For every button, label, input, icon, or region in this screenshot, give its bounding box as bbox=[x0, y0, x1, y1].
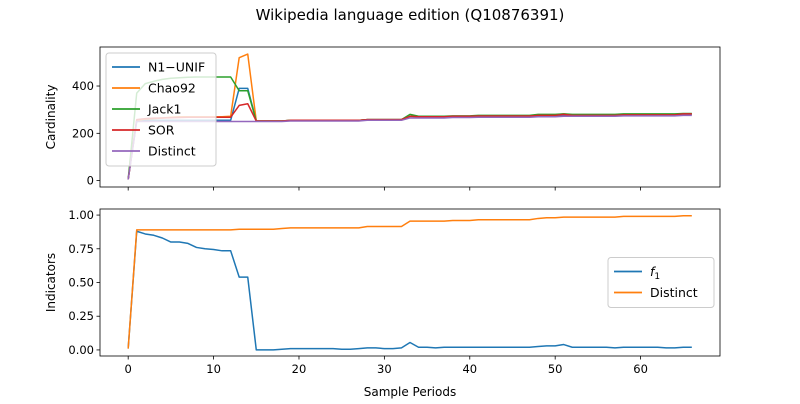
legend-label-0-1: Chao92 bbox=[148, 81, 196, 96]
x-tick-label-20: 20 bbox=[292, 362, 307, 376]
y-axis-label-1: Indicators bbox=[44, 253, 58, 312]
series-line-0-4 bbox=[127, 114, 692, 180]
cardinality-panel: 0 200 400 Cardinality N1−UNIF Chao92 Jack1 SOR D… bbox=[44, 46, 721, 191]
legend-label-0-4: Distinct bbox=[148, 144, 196, 159]
x-tick-label-60: 60 bbox=[633, 362, 648, 376]
figure-title: Wikipedia language edition (Q10876391) bbox=[256, 6, 565, 24]
legend-label-1-0: f1 bbox=[650, 264, 660, 282]
legend-1: f1 Distinct bbox=[607, 257, 715, 308]
series-line-0-2 bbox=[127, 76, 692, 180]
x-tick-label-40: 40 bbox=[462, 362, 477, 376]
y-tick-label-0-1: 200 bbox=[72, 126, 94, 140]
y-tick-label-1-4: 1.00 bbox=[68, 208, 94, 222]
y-tick-label-1-1: 0.25 bbox=[68, 309, 94, 323]
series-line-1-0 bbox=[127, 230, 692, 351]
series-line-1-1 bbox=[127, 214, 692, 349]
y-axis-label-0: Cardinality bbox=[44, 85, 58, 150]
indicators-panel: 0 10 20 30 40 50 60 0.00 0.25 0.50 0.75 1.00 Indicat… bbox=[44, 208, 721, 376]
legend-label-1-1: Distinct bbox=[650, 285, 698, 300]
legend-box-1 bbox=[607, 257, 715, 308]
legend-0: N1−UNIF Chao92 Jack1 SOR Distinct bbox=[105, 52, 217, 167]
x-tick-label-30: 30 bbox=[377, 362, 392, 376]
y-tick-label-1-0: 0.00 bbox=[68, 343, 94, 357]
x-tick-label-10: 10 bbox=[206, 362, 221, 376]
x-axis-label: Sample Periods bbox=[364, 385, 456, 399]
y-tick-label-0-2: 400 bbox=[72, 79, 94, 93]
legend-label-0-3: SOR bbox=[148, 123, 175, 138]
axes-frame-0 bbox=[99, 46, 721, 188]
legend-label-0-0: N1−UNIF bbox=[148, 60, 205, 75]
y-tick-label-1-2: 0.50 bbox=[68, 276, 94, 290]
legend-box-0 bbox=[105, 52, 217, 167]
y-tick-label-1-3: 0.75 bbox=[68, 242, 94, 256]
legend-label-0-2: Jack1 bbox=[147, 102, 181, 117]
x-tick-label-50: 50 bbox=[548, 362, 563, 376]
series-line-0-3 bbox=[127, 103, 692, 180]
x-tick-label-0: 0 bbox=[125, 362, 132, 376]
y-tick-label-0-0: 0 bbox=[87, 174, 94, 188]
